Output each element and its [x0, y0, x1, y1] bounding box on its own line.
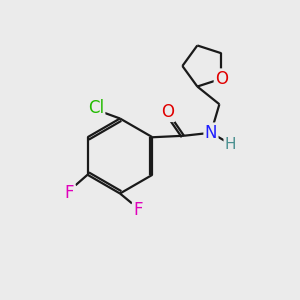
Text: O: O — [215, 70, 228, 88]
Text: O: O — [161, 103, 174, 121]
Text: N: N — [205, 124, 217, 142]
Text: Cl: Cl — [88, 99, 104, 117]
Text: F: F — [65, 184, 74, 202]
Text: F: F — [133, 201, 143, 219]
Text: H: H — [225, 137, 236, 152]
